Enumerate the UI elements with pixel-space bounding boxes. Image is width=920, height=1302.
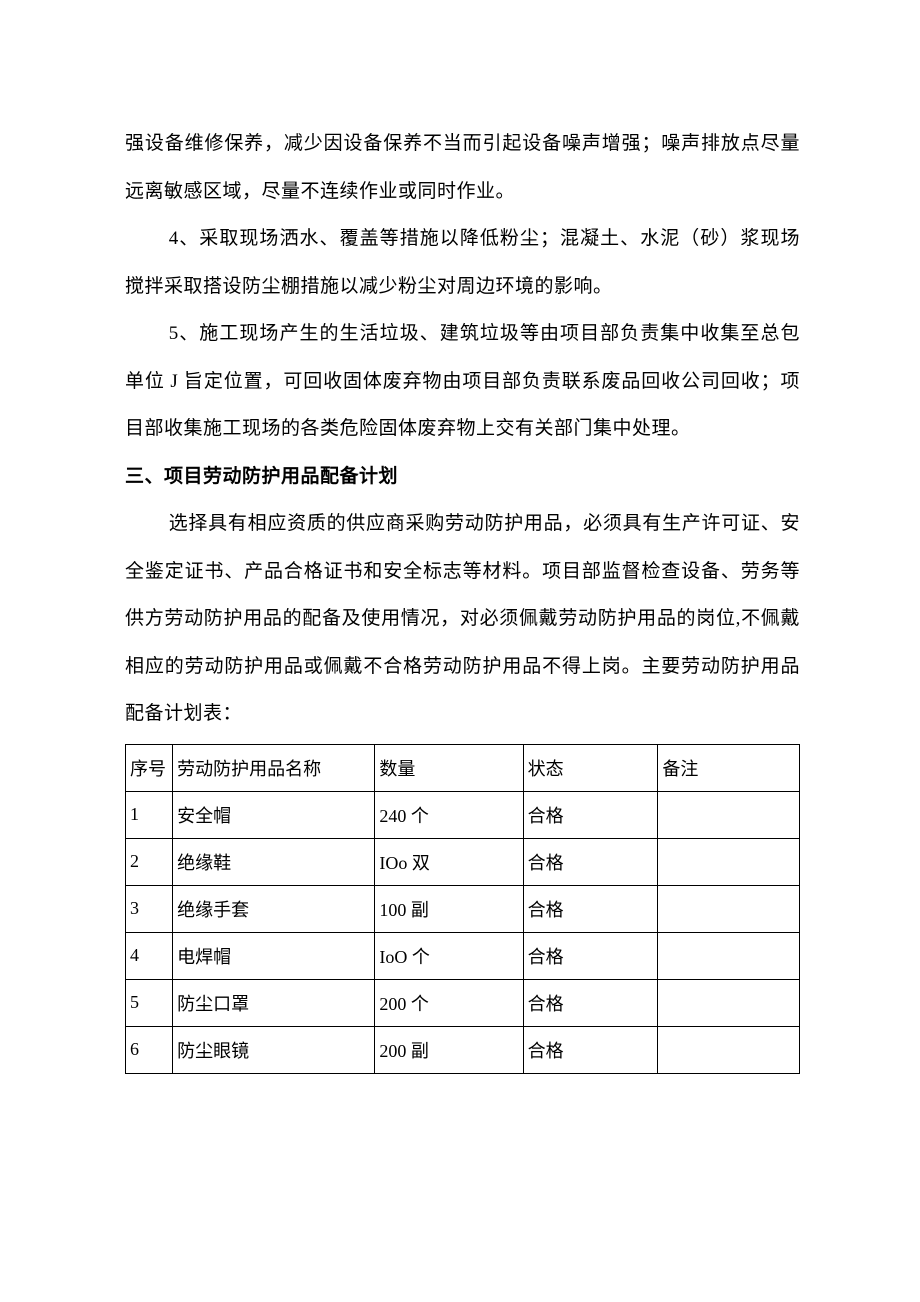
cell-note [658,1026,800,1073]
cell-note [658,932,800,979]
ppe-plan-table: 序号 劳动防护用品名称 数量 状态 备注 1 安全帽 240 个 合格 2 绝缘… [125,744,800,1074]
cell-seq: 1 [126,791,173,838]
cell-note [658,838,800,885]
cell-qty: 100 副 [375,885,523,932]
cell-seq: 2 [126,838,173,885]
table-header-qty: 数量 [375,744,523,791]
section-heading: 三、项目劳动防护用品配备计划 [125,453,800,501]
table-row: 4 电焊帽 IoO 个 合格 [126,932,800,979]
cell-seq: 3 [126,885,173,932]
cell-qty: 200 副 [375,1026,523,1073]
cell-name: 绝缘鞋 [173,838,375,885]
body-paragraph-4: 选择具有相应资质的供应商采购劳动防护用品，必须具有生产许可证、安全鉴定证书、产品… [125,500,800,738]
body-paragraph-1: 强设备维修保养，减少因设备保养不当而引起设备噪声增强；噪声排放点尽量远离敏感区域… [125,120,800,215]
cell-status: 合格 [523,791,658,838]
cell-status: 合格 [523,885,658,932]
cell-name: 防尘眼镜 [173,1026,375,1073]
body-paragraph-3: 5、施工现场产生的生活垃圾、建筑垃圾等由项目部负责集中收集至总包单位 J 旨定位… [125,310,800,453]
cell-qty: IoO 个 [375,932,523,979]
table-header-seq: 序号 [126,744,173,791]
cell-qty: IOo 双 [375,838,523,885]
table-row: 6 防尘眼镜 200 副 合格 [126,1026,800,1073]
cell-seq: 6 [126,1026,173,1073]
table-row: 1 安全帽 240 个 合格 [126,791,800,838]
cell-seq: 5 [126,979,173,1026]
table-row: 3 绝缘手套 100 副 合格 [126,885,800,932]
cell-qty: 240 个 [375,791,523,838]
cell-note [658,885,800,932]
table-header-name: 劳动防护用品名称 [173,744,375,791]
table-row: 5 防尘口罩 200 个 合格 [126,979,800,1026]
table-header-status: 状态 [523,744,658,791]
cell-note [658,791,800,838]
cell-name: 安全帽 [173,791,375,838]
cell-status: 合格 [523,932,658,979]
cell-status: 合格 [523,1026,658,1073]
table-header-note: 备注 [658,744,800,791]
body-paragraph-2: 4、采取现场洒水、覆盖等措施以降低粉尘；混凝土、水泥（砂）浆现场搅拌采取搭设防尘… [125,215,800,310]
table-row: 2 绝缘鞋 IOo 双 合格 [126,838,800,885]
cell-name: 绝缘手套 [173,885,375,932]
cell-status: 合格 [523,979,658,1026]
cell-qty: 200 个 [375,979,523,1026]
table-header-row: 序号 劳动防护用品名称 数量 状态 备注 [126,744,800,791]
cell-name: 防尘口罩 [173,979,375,1026]
cell-name: 电焊帽 [173,932,375,979]
cell-note [658,979,800,1026]
cell-seq: 4 [126,932,173,979]
cell-status: 合格 [523,838,658,885]
